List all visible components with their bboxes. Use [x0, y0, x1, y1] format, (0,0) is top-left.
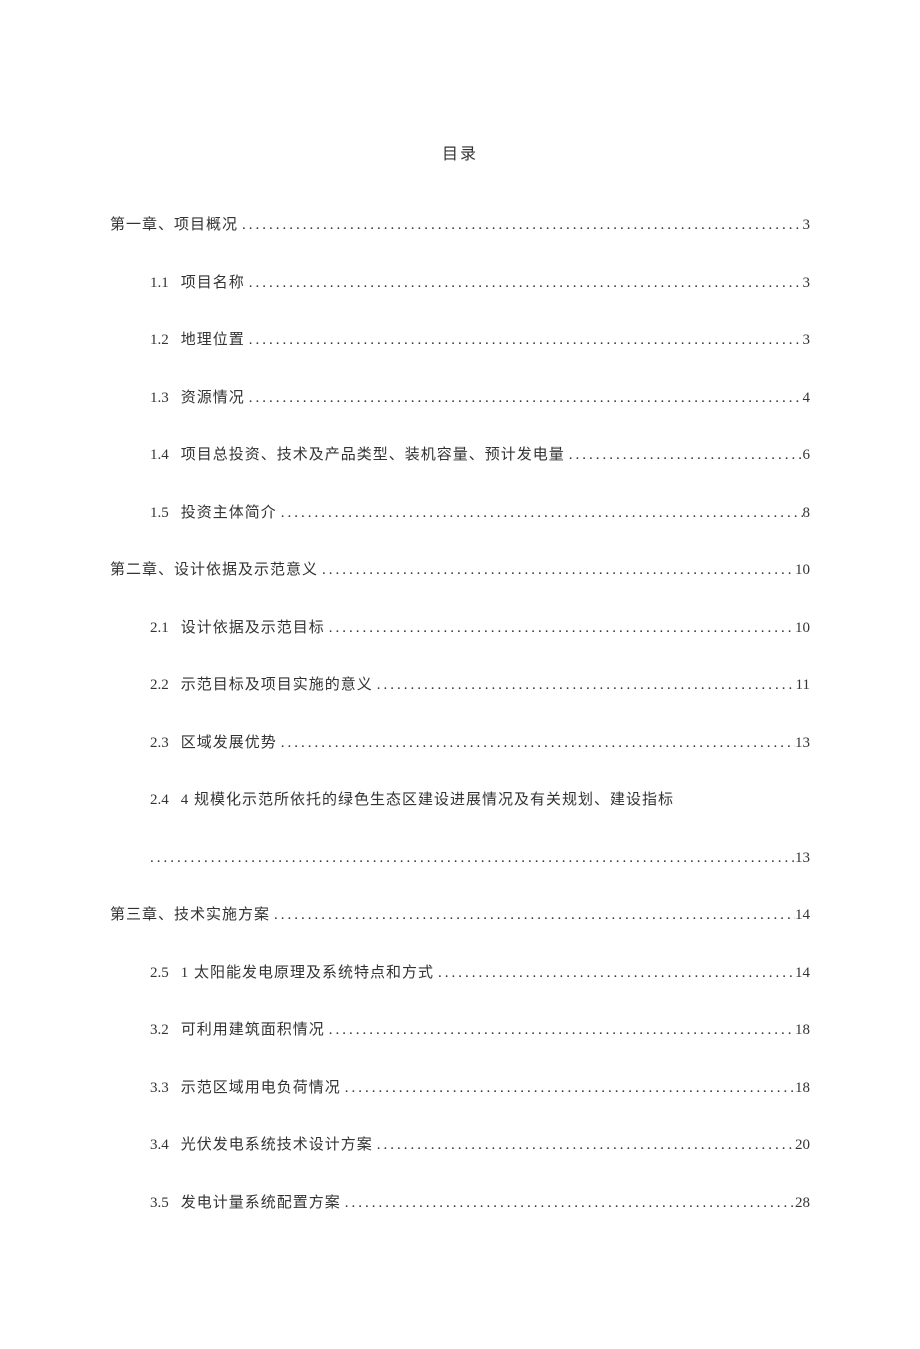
toc-entry-number: 3.5 — [150, 1192, 169, 1215]
toc-entry-label: 4 规模化示范所依托的绿色生态区建设进展情况及有关规划、建设指标 — [181, 789, 674, 812]
toc-entry-label: 项目名称 — [181, 272, 245, 295]
toc-entry-number: 2.2 — [150, 674, 169, 697]
toc-entry-page: 10 — [795, 559, 810, 582]
toc-entry-number: 2.1 — [150, 617, 169, 640]
toc-dots — [318, 559, 795, 582]
toc-entry: 1.3 资源情况 4 — [110, 387, 810, 410]
toc-entry-number: 第三章、 — [110, 904, 174, 927]
toc-title: 目录 — [110, 140, 810, 164]
toc-entry-page: 4 — [803, 387, 811, 410]
toc-dots — [341, 1192, 795, 1215]
toc-entry-number: 3.2 — [150, 1019, 169, 1042]
toc-entry-number: 2.5 — [150, 962, 169, 985]
toc-entry-number: 1.4 — [150, 444, 169, 467]
toc-dots — [565, 444, 803, 467]
toc-dots — [245, 272, 803, 295]
toc-dots — [373, 1134, 795, 1157]
toc-entry-label: 技术实施方案 — [174, 904, 270, 927]
toc-entry-number: 1.5 — [150, 502, 169, 525]
toc-entry-label: 地理位置 — [181, 329, 245, 352]
toc-entry-page: 18 — [795, 1077, 810, 1100]
toc-entry-page: 18 — [795, 1019, 810, 1042]
toc-entry: 2.1 设计依据及示范目标 10 — [110, 617, 810, 640]
toc-entry-label: 设计依据及示范意义 — [174, 559, 318, 582]
toc-entry-page: 20 — [795, 1134, 810, 1157]
toc-entry-page: 14 — [795, 962, 810, 985]
toc-entry: 1.5 投资主体简介 8 — [110, 502, 810, 525]
toc-entry-label: 项目概况 — [174, 214, 238, 237]
toc-entry-page: 6 — [803, 444, 811, 467]
toc-entry-number: 1.1 — [150, 272, 169, 295]
toc-entry-number: 2.4 — [150, 789, 169, 812]
toc-dots — [341, 1077, 795, 1100]
toc-entry-label: 项目总投资、技术及产品类型、装机容量、预计发电量 — [181, 444, 565, 467]
toc-entry-page: 3 — [803, 329, 811, 352]
toc-entry-label: 投资主体简介 — [181, 502, 277, 525]
toc-entry-label: 光伏发电系统技术设计方案 — [181, 1134, 373, 1157]
toc-dots — [325, 617, 795, 640]
toc-entry-label: 资源情况 — [181, 387, 245, 410]
toc-entry-number: 1.3 — [150, 387, 169, 410]
toc-entry: 3.3 示范区域用电负荷情况 18 — [110, 1077, 810, 1100]
toc-entry-label: 示范区域用电负荷情况 — [181, 1077, 341, 1100]
toc-entry-page: 13 — [795, 847, 810, 870]
toc-entry-page: 11 — [796, 674, 810, 697]
toc-dots — [277, 502, 803, 525]
toc-dots — [245, 329, 803, 352]
toc-page: 目录 第一章、项目概况 3 1.1 项目名称 3 1.2 地理位置 3 1.3 资源情况 4 1.4 项… — [0, 0, 920, 1349]
toc-entry-label: 发电计量系统配置方案 — [181, 1192, 341, 1215]
toc-entry-page: 28 — [795, 1192, 810, 1215]
toc-entry: 3.5 发电计量系统配置方案 28 — [110, 1192, 810, 1215]
toc-entry-label: 区域发展优势 — [181, 732, 277, 755]
toc-dots — [270, 904, 795, 927]
toc-entry-number: 第二章、 — [110, 559, 174, 582]
toc-entry: 2.5 1 太阳能发电原理及系统特点和方式 14 — [110, 962, 810, 985]
toc-dots — [325, 1019, 795, 1042]
toc-entry-page: 13 — [795, 732, 810, 755]
toc-dots — [373, 674, 796, 697]
toc-entry-page: 14 — [795, 904, 810, 927]
toc-entry: 2.2 示范目标及项目实施的意义 11 — [110, 674, 810, 697]
toc-entry-label: 1 太阳能发电原理及系统特点和方式 — [181, 962, 434, 985]
toc-list: 第一章、项目概况 3 1.1 项目名称 3 1.2 地理位置 3 1.3 资源情况 4 1.4 项目总投… — [110, 214, 810, 1214]
toc-dots — [245, 387, 803, 410]
toc-entry: 3.2 可利用建筑面积情况 18 — [110, 1019, 810, 1042]
toc-dots — [434, 962, 795, 985]
toc-entry: 3.4 光伏发电系统技术设计方案 20 — [110, 1134, 810, 1157]
toc-entry-label: 示范目标及项目实施的意义 — [181, 674, 373, 697]
toc-entry: 第一章、项目概况 3 — [110, 214, 810, 237]
toc-entry-number: 3.3 — [150, 1077, 169, 1100]
toc-entry: 1.4 项目总投资、技术及产品类型、装机容量、预计发电量 6 — [110, 444, 810, 467]
toc-entry-continuation: 13 — [110, 847, 810, 870]
toc-dots — [238, 214, 802, 237]
toc-entry: 2.4 4 规模化示范所依托的绿色生态区建设进展情况及有关规划、建设指标 — [110, 789, 810, 812]
toc-entry-page: 8 — [803, 502, 811, 525]
toc-entry-number: 1.2 — [150, 329, 169, 352]
toc-dots — [277, 732, 795, 755]
toc-entry: 第三章、技术实施方案 14 — [110, 904, 810, 927]
toc-entry-label: 设计依据及示范目标 — [181, 617, 325, 640]
toc-entry-number: 第一章、 — [110, 214, 174, 237]
toc-dots — [150, 847, 795, 870]
toc-entry-number: 2.3 — [150, 732, 169, 755]
toc-entry-number: 3.4 — [150, 1134, 169, 1157]
toc-entry: 1.1 项目名称 3 — [110, 272, 810, 295]
toc-entry-label: 可利用建筑面积情况 — [181, 1019, 325, 1042]
toc-entry: 1.2 地理位置 3 — [110, 329, 810, 352]
toc-entry-page: 10 — [795, 617, 810, 640]
toc-entry-page: 3 — [803, 272, 811, 295]
toc-entry: 第二章、设计依据及示范意义 10 — [110, 559, 810, 582]
toc-entry: 2.3 区域发展优势 13 — [110, 732, 810, 755]
toc-entry-page: 3 — [803, 214, 811, 237]
